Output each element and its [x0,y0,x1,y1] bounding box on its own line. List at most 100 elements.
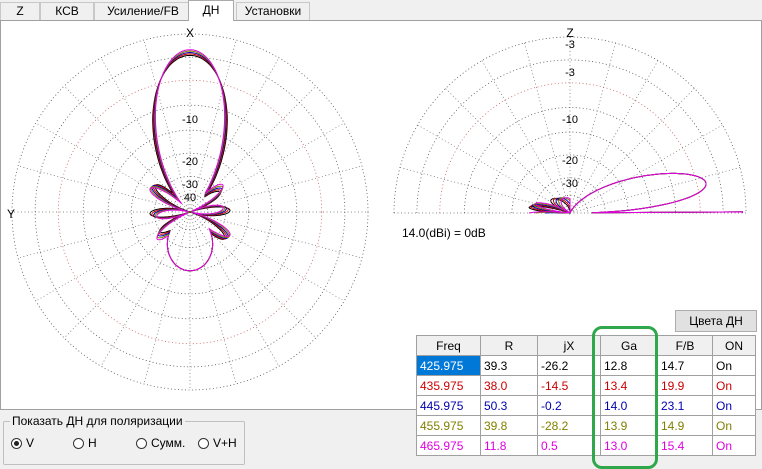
azimuth-spoke [63,211,191,339]
elevation-spoke [399,167,571,214]
azimuth-spoke [100,57,191,213]
radio-sum-label: Сумм. [151,436,186,450]
results-header-row: Freq R jX Ga F/B ON [416,335,756,356]
cell-on[interactable]: On [712,375,756,396]
cell-r[interactable]: 50.3 [480,395,538,416]
right-axis-top-label: Z [566,26,573,40]
results-table: Freq R jX Ga F/B ON 425.975 39.3 -26.2 12.8… [416,335,756,456]
cell-r[interactable]: 38.0 [480,375,538,396]
cell-on[interactable]: On [712,435,756,456]
cell-freq[interactable]: 445.975 [416,395,481,416]
polar-plots: X Y Z -10 -20 -30 40 -3 -3 -10 -20 -30 [7,26,747,391]
elevation-spoke [445,88,571,214]
left-ring-label-30: -30 [182,179,198,191]
azimuth-ring [107,129,273,295]
table-row[interactable]: 455.975 39.8 -28.2 13.9 14.9 On [416,415,756,436]
cell-jx[interactable]: -26.2 [537,355,601,376]
azimuth-spoke [100,211,191,367]
elevation-spoke [569,60,659,214]
elevation-spoke [569,42,616,214]
cell-fb[interactable]: 14.9 [657,415,713,436]
table-row[interactable]: 435.975 38.0 -14.5 13.4 19.9 On [416,375,756,396]
cell-on[interactable]: On [712,395,756,416]
right-ring-label-3: -3 [565,39,575,51]
right-ring-label-30: -30 [562,178,578,190]
cell-r[interactable]: 11.8 [480,435,538,456]
left-ring-label-40: 40 [184,192,196,204]
azimuth-trace [149,49,231,272]
tab-z[interactable]: Z [0,2,40,20]
scale-reference: 14.0(dBi) = 0dB [402,226,486,240]
elevation-spoke [417,124,571,214]
cell-freq[interactable]: 455.975 [416,415,481,436]
right-ring-label-3b: -3 [565,67,575,79]
cell-fb[interactable]: 15.4 [657,435,713,456]
cell-fb[interactable]: 19.9 [657,375,713,396]
radio-v-label: V [26,436,35,450]
table-row[interactable]: 425.975 39.3 -26.2 12.8 14.7 On [416,355,756,376]
col-ga[interactable]: Ga [600,335,658,356]
radio-vh-circle[interactable] [198,437,209,449]
azimuth-spoke [189,211,317,339]
cell-freq[interactable]: 425.975 [416,355,481,376]
elevation-ring [393,36,747,214]
tab-pattern[interactable]: ДН [188,0,234,21]
azimuth-ring [11,33,369,391]
radio-h[interactable]: H [73,436,97,450]
radio-sum[interactable]: Сумм. [136,436,185,450]
elevation-ring [464,107,676,214]
azimuth-spoke [189,211,237,385]
azimuth-spoke [143,211,191,385]
cell-r[interactable]: 39.8 [480,415,538,436]
col-fb[interactable]: F/B [657,335,713,356]
col-freq[interactable]: Freq [416,335,481,356]
col-on[interactable]: ON [712,335,756,356]
elevation-plot-traces [528,172,743,215]
radio-sum-circle[interactable] [136,437,147,449]
cell-ga[interactable]: 14.0 [600,395,658,416]
elevation-ring [439,82,701,214]
cell-fb[interactable]: 14.7 [657,355,713,376]
right-ring-label-20: -20 [562,155,578,167]
radio-vh-label: V+H [213,436,237,450]
table-row[interactable]: 465.975 11.8 0.5 13.0 15.4 On [416,435,756,456]
elevation-spoke [569,167,741,214]
elevation-ring [511,154,629,214]
azimuth-spoke [189,211,345,302]
table-row[interactable]: 445.975 50.3 -0.2 14.0 23.1 On [416,395,756,416]
tab-bar: Z КСВ Усиление/FB ДН Установки [0,0,762,21]
pattern-colors-button[interactable]: Цвета ДН [675,310,757,332]
elevation-trace [528,172,743,214]
elevation-spoke [569,124,723,214]
cell-on[interactable]: On [712,355,756,376]
cell-on[interactable]: On [712,415,756,436]
cell-jx[interactable]: 0.5 [537,435,601,456]
radio-h-label: H [88,436,97,450]
cell-r[interactable]: 39.3 [480,355,538,376]
elevation-spoke [524,42,571,214]
elevation-ring [534,177,606,214]
azimuth-ring [130,152,250,272]
radio-vh[interactable]: V+H [198,436,237,450]
azimuth-ring [57,79,323,345]
elevation-spoke [481,60,571,214]
radio-v[interactable]: V [11,436,34,450]
radio-h-circle[interactable] [73,437,84,449]
left-axis-left-label: Y [7,207,15,221]
azimuth-ring [82,104,298,320]
cell-freq[interactable]: 435.975 [416,375,481,396]
tab-swr[interactable]: КСВ [40,2,94,20]
elevation-plot-grid [393,36,747,214]
cell-freq[interactable]: 465.975 [416,435,481,456]
polarization-group-title: Показать ДН для поляризации [10,414,185,428]
col-r[interactable]: R [480,335,538,356]
left-ring-label-20: -20 [182,156,198,168]
col-jx[interactable]: jX [537,335,601,356]
tab-gain-fb[interactable]: Усиление/FB [94,2,192,20]
cell-fb[interactable]: 23.1 [657,395,713,416]
radio-v-circle[interactable] [11,437,22,449]
right-ring-label-10: -10 [562,114,578,126]
cell-ga[interactable]: 12.8 [600,355,658,376]
elevation-spoke [569,88,695,214]
tab-settings[interactable]: Установки [236,2,310,20]
